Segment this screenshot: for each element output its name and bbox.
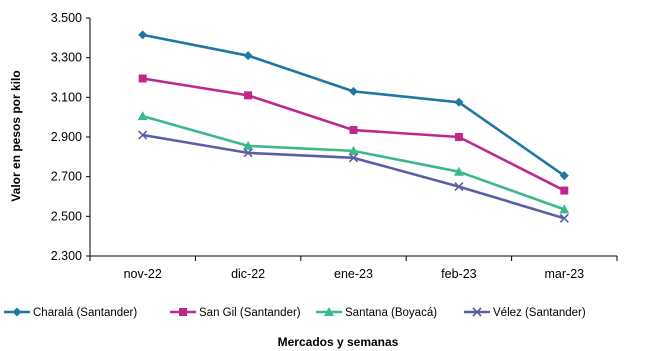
data-point [454,97,464,107]
legend-item: Vélez (Santander) [464,307,586,319]
y-tick-label: 3.500 [51,11,82,25]
x-tick-label: mar-23 [545,267,585,281]
data-point [243,51,253,61]
legend-label: Vélez (Santander) [493,307,586,319]
data-point [454,182,464,192]
y-tick-label: 2.500 [51,209,82,223]
series-3 [138,130,569,223]
legend: Charalá (Santander) San Gil (Santander) Sa… [4,307,586,319]
legend-marker [324,307,334,316]
x-tick-label: dic-22 [231,267,265,281]
legend-marker [179,308,187,316]
y-tick-labels: 2.300 2.500 2.700 2.900 3.100 3.300 3.500 [51,11,82,263]
x-tick-label: ene-23 [334,267,373,281]
data-point [138,130,148,140]
x-tick-label: nov-22 [124,267,162,281]
x-axis-title: Mercados y semanas [278,335,399,349]
data-point [559,213,569,223]
y-tick-label: 2.700 [51,170,82,184]
data-point [559,204,570,214]
data-point [243,148,253,158]
y-tick-label: 2.900 [51,130,82,144]
series-lines [137,30,570,223]
legend-marker [472,307,482,317]
legend-marker [12,307,22,317]
series-2 [137,111,570,214]
series-0 [138,30,569,181]
data-point [454,133,463,141]
data-point [453,166,464,176]
data-point [138,74,147,83]
data-point [349,126,358,135]
data-point [243,140,254,150]
legend-item: San Gil (Santander) [170,307,301,319]
legend-item: Santana (Boyacá) [316,307,437,319]
legend-item: Charalá (Santander) [4,307,137,319]
data-point [559,171,569,181]
y-tick-label: 3.300 [51,51,82,65]
y-axis-title: Valor en pesos por kilo [9,70,23,201]
x-tick-labels: nov-22 dic-22 ene-23 feb-23 mar-23 [124,267,585,281]
series-1 [138,74,569,195]
x-tick-label: feb-23 [441,267,476,281]
data-point [560,186,569,195]
legend-label: Santana (Boyacá) [345,307,437,319]
data-point [137,111,148,121]
y-tick-label: 2.300 [51,249,82,263]
axes [86,17,618,261]
legend-label: Charalá (Santander) [33,307,137,319]
legend-label: San Gil (Santander) [199,307,301,319]
data-point [348,153,359,163]
data-point [348,145,359,155]
y-tick-label: 3.100 [51,90,82,104]
data-point [244,91,253,100]
data-point [349,86,358,96]
data-point [138,30,148,40]
